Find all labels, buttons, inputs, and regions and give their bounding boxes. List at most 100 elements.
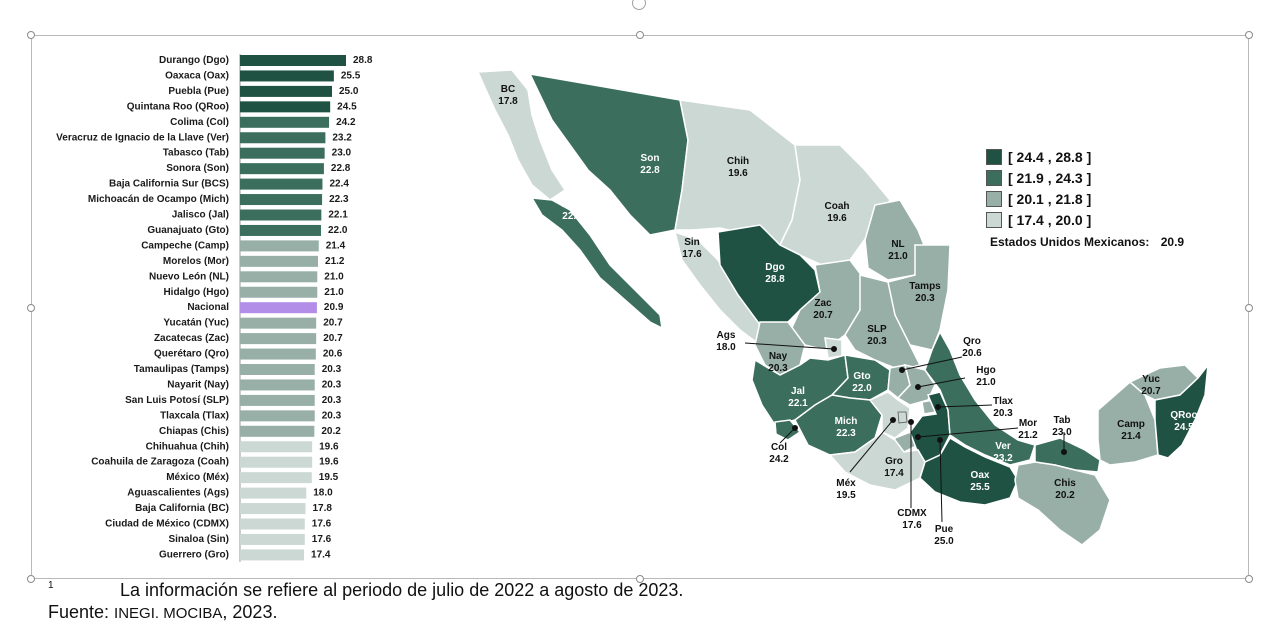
bar [240, 194, 323, 206]
label-chih-abbr: Chih [727, 156, 749, 167]
label-mich-value: 22.3 [836, 428, 856, 439]
bar-value-label: 20.7 [323, 333, 343, 344]
label-ags-value: 18.0 [716, 342, 736, 353]
label-tlax-abbr: Tlax [993, 396, 1013, 407]
bar [240, 209, 322, 221]
resize-handle-top-right[interactable] [1245, 31, 1253, 39]
label-tamps-value: 20.3 [915, 293, 935, 304]
legend-swatch-class-4 [986, 211, 1002, 228]
dot-tlax [935, 404, 941, 410]
resize-handle-bottom-right[interactable] [1245, 575, 1253, 583]
bar-value-label: 23.2 [332, 132, 352, 143]
resize-handle-middle-right[interactable] [1245, 304, 1253, 312]
bar [240, 518, 305, 530]
bar-category-label: Yucatán (Yuc) [163, 318, 229, 329]
leader-hgo [917, 377, 966, 388]
resize-handle-middle-left[interactable] [27, 304, 35, 312]
region-chis [1014, 461, 1111, 546]
resize-handle-top-left[interactable] [27, 31, 35, 39]
bar-category-label: Nayarit (Nay) [167, 379, 229, 390]
label-slp-abbr: SLP [867, 324, 887, 335]
legend-label-class-2: [ 21.9 , 24.3 ] [1008, 169, 1092, 186]
national-average-note: Estados Unidos Mexicanos: 20.9 [990, 235, 1184, 249]
bar [240, 394, 315, 406]
label-camp-abbr: Camp [1117, 419, 1145, 430]
label-sin: Sin 17.6 [682, 237, 702, 260]
bar-value-label: 21.4 [326, 240, 346, 251]
label-jal-abbr: Jal [791, 386, 805, 397]
bar [240, 55, 346, 66]
bar-category-label: Ciudad de México (CDMX) [105, 519, 229, 530]
label-mich-abbr: Mich [835, 416, 858, 427]
region-col [774, 419, 802, 441]
bar-category-label: Nuevo León (NL) [149, 271, 229, 282]
bar-value-label: 19.6 [319, 441, 339, 452]
label-tamps-abbr: Tamps [909, 281, 941, 292]
footnote: 1 La información se refiere al periodo de… [48, 580, 683, 601]
label-pue-abbr: Pue [935, 524, 954, 535]
bar [240, 116, 330, 128]
label-col: Col 24.2 [769, 442, 789, 465]
legend-row-class-4: [ 17.4 , 20.0 ] [986, 209, 1091, 230]
label-coah-abbr: Coah [825, 201, 850, 212]
label-ver-value: 23.2 [993, 453, 1013, 464]
bar-value-label: 28.8 [353, 55, 373, 66]
label-pue: Pue 25.0 [934, 524, 954, 547]
bar-value-label: 20.3 [322, 364, 342, 375]
bar-value-label: 23.0 [332, 148, 352, 159]
bars-group: Durango (Dgo) 28.8 Oaxaca (Oax) 25.5 Puebla … [56, 55, 373, 561]
bar-category-label: Puebla (Pue) [168, 86, 229, 97]
bar [240, 147, 325, 159]
label-qro: Qro 20.6 [962, 336, 982, 359]
footnote-number: 1 [48, 580, 54, 591]
label-qro-abbr: Qro [963, 336, 981, 347]
bar [240, 271, 318, 283]
label-ver-abbr: Ver [995, 441, 1011, 452]
label-slp: SLP 20.3 [867, 324, 887, 347]
label-dgo: Dgo 28.8 [765, 262, 785, 285]
resize-handle-top-center[interactable] [636, 31, 644, 39]
label-gto-value: 22.0 [852, 383, 872, 394]
bar-value-label: 20.6 [323, 349, 343, 360]
bar [240, 379, 315, 391]
bar [240, 549, 305, 561]
region-qroo [1154, 362, 1210, 459]
label-cdmx-abbr: CDMX [897, 508, 927, 519]
bar [240, 333, 317, 345]
bar-category-label: Oaxaca (Oax) [165, 70, 229, 81]
label-gto-abbr: Gto [853, 371, 870, 382]
dot-tab [1061, 449, 1067, 455]
bar [240, 240, 319, 252]
bar-category-label: México (Méx) [166, 472, 229, 483]
dot-ags [831, 346, 837, 352]
bar-category-label: Campeche (Camp) [141, 240, 229, 251]
resize-handle-bottom-center[interactable] [636, 575, 644, 583]
label-qroo: QRoo 24.5 [1170, 410, 1197, 433]
region-bc [476, 69, 567, 201]
region-bcs [530, 197, 663, 330]
label-mex: Méx 19.5 [836, 478, 856, 501]
leader-mor [917, 427, 1019, 438]
rotate-handle-icon[interactable] [632, 0, 646, 10]
label-oax-abbr: Oax [971, 470, 990, 481]
bar-category-label: Tabasco (Tab) [163, 148, 229, 159]
resize-handle-bottom-left[interactable] [27, 575, 35, 583]
label-dgo-abbr: Dgo [765, 262, 784, 273]
label-oax: Oax 25.5 [970, 470, 990, 493]
label-tab-value: 23.0 [1052, 427, 1072, 438]
selection-frame[interactable] [27, 31, 1253, 583]
label-gro-value: 17.4 [884, 468, 904, 479]
national-average-value: 20.9 [1160, 235, 1185, 249]
leader-pue [939, 439, 943, 523]
bar [240, 487, 307, 499]
label-mex-value: 19.5 [836, 490, 856, 501]
bar-category-label: Colima (Col) [170, 117, 229, 128]
bar-value-label: 22.0 [328, 225, 348, 236]
label-tamps: Tamps 20.3 [909, 281, 941, 304]
label-bcs: BCS 22.4 [561, 199, 582, 222]
label-coah-value: 19.6 [827, 213, 847, 224]
label-col-value: 24.2 [769, 454, 789, 465]
bar [240, 85, 333, 97]
label-tab: Tab 23.0 [1052, 415, 1072, 438]
label-qroo-value: 24.5 [1174, 422, 1194, 433]
